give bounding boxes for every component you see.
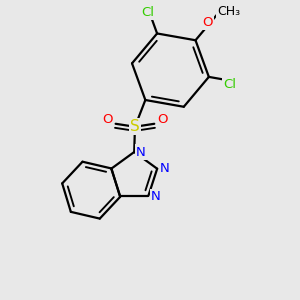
Text: S: S [130,119,140,134]
Text: O: O [202,16,213,29]
Text: N: N [151,190,161,203]
Text: O: O [102,113,113,126]
Text: Cl: Cl [141,6,154,20]
Text: O: O [157,113,168,126]
Text: CH₃: CH₃ [217,5,240,18]
Text: N: N [136,146,146,158]
Text: Cl: Cl [223,78,236,91]
Text: N: N [160,162,170,175]
